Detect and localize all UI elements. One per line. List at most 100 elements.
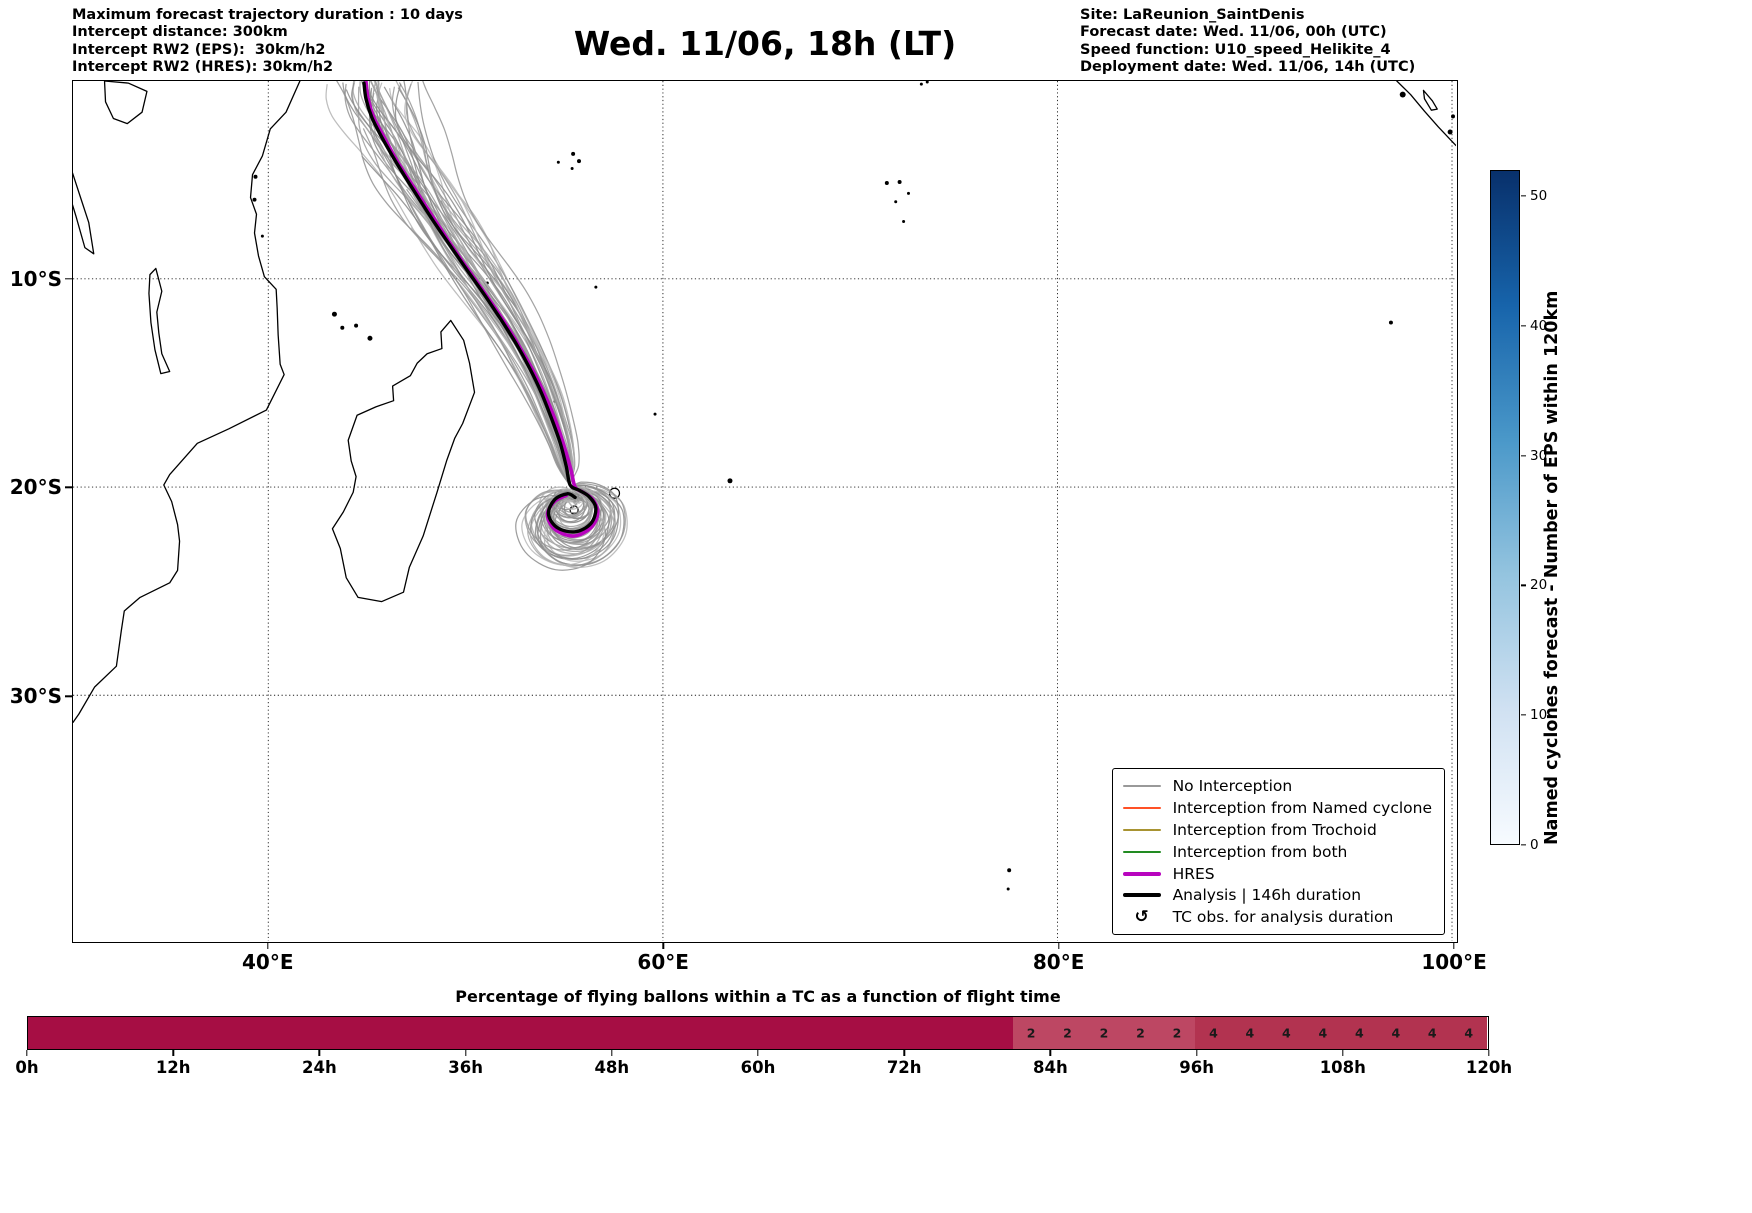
tick-mark xyxy=(1195,1050,1198,1056)
map-frame: No Interception Interception from Named c… xyxy=(72,80,1458,943)
timeline-tick-label: 36h xyxy=(448,1058,483,1077)
tick-mark xyxy=(903,1050,905,1056)
legend-item: ↺ TC obs. for analysis duration xyxy=(1123,906,1432,928)
tc-obs-icon: ↺ xyxy=(1134,906,1149,927)
tick-mark xyxy=(1342,1050,1344,1056)
header-line: Maximum forecast trajectory duration : 1… xyxy=(72,7,463,23)
tick-mark xyxy=(1049,1050,1052,1056)
timeline-tick-label: 0h xyxy=(15,1058,39,1077)
timeline-cell-value: 4 xyxy=(1464,1025,1474,1041)
lon-tick-label: 40°E xyxy=(241,950,294,974)
tick-mark xyxy=(611,1050,613,1056)
site-info-block: Site: LaReunion_SaintDenis Forecast date:… xyxy=(1080,7,1415,77)
timeline-cell-value: 4 xyxy=(1318,1025,1328,1041)
colorbar-tick-label: 30 xyxy=(1530,447,1548,464)
timeline-cell-value: 4 xyxy=(1209,1025,1218,1041)
timeline-tick-label: 48h xyxy=(594,1058,630,1077)
timeline-tick-label: 84h xyxy=(1033,1058,1068,1077)
header-line: Intercept RW2 (HRES): 30km/h2 xyxy=(72,59,334,76)
timeline-tick-label: 108h xyxy=(1319,1058,1366,1077)
header-line: Site: LaReunion_SaintDenis xyxy=(1080,7,1305,23)
timeline-segment xyxy=(1195,1017,1488,1049)
lat-tick-label: 30°S xyxy=(9,684,62,709)
tick-mark xyxy=(318,1050,321,1056)
legend-item: HRES xyxy=(1122,863,1432,885)
header-line: Intercept distance: 300km xyxy=(72,24,288,41)
timeline-cell-value: 2 xyxy=(1099,1025,1109,1041)
timeline-cell-value: 2 xyxy=(1136,1025,1145,1041)
tick-mark xyxy=(1453,943,1455,949)
legend-item: Analysis | 146h duration xyxy=(1122,884,1432,906)
tick-mark xyxy=(1521,454,1526,457)
colorbar-tick-label: 50 xyxy=(1530,187,1548,204)
tick-mark xyxy=(1488,1050,1490,1056)
legend-item: No Interception xyxy=(1122,775,1432,797)
tick-mark xyxy=(1057,943,1060,949)
lat-tick-label: 20°S xyxy=(9,475,62,500)
map-canvas xyxy=(73,81,1456,941)
legend-line-sample xyxy=(1122,871,1161,876)
legend-line-sample xyxy=(1122,785,1161,788)
timeline-tick-label: 12h xyxy=(155,1058,191,1077)
gridlines xyxy=(73,81,1456,941)
legend-line-sample xyxy=(1122,829,1161,831)
legend-line-sample xyxy=(1122,893,1161,898)
colorbar-tick-label: 10 xyxy=(1530,707,1548,724)
timeline-cell-value: 4 xyxy=(1427,1025,1437,1041)
legend-label: Interception from Trochoid xyxy=(1172,820,1377,839)
lon-tick-label: 80°E xyxy=(1032,950,1085,974)
tick-mark xyxy=(757,1050,759,1056)
timeline-tick-label: 60h xyxy=(740,1058,776,1077)
legend: No Interception Interception from Named c… xyxy=(1111,768,1445,935)
legend-label: HRES xyxy=(1172,864,1215,883)
header-line: Deployment date: Wed. 11/06, 14h (UTC) xyxy=(1080,59,1416,76)
timeline-bar: 2 2 2 2 2 4 4 4 4 4 4 4 4 xyxy=(27,1016,1489,1050)
tick-mark xyxy=(464,1050,467,1056)
legend-label: No Interception xyxy=(1172,777,1293,796)
lon-tick-label: 60°E xyxy=(637,950,689,974)
tick-mark xyxy=(1521,195,1526,197)
tick-mark xyxy=(65,695,72,698)
tick-mark xyxy=(662,943,664,949)
tick-mark xyxy=(1521,325,1526,327)
colorbar xyxy=(1490,170,1520,845)
ensemble-tracks xyxy=(325,81,628,571)
timeline-cell-value: 2 xyxy=(1026,1025,1036,1041)
legend-label: Analysis | 146h duration xyxy=(1172,886,1362,905)
tick-mark xyxy=(172,1050,174,1056)
legend-line-sample xyxy=(1122,807,1161,810)
tick-mark xyxy=(65,277,72,280)
legend-line-sample xyxy=(1122,850,1161,853)
timeline-cell-value: 4 xyxy=(1391,1025,1401,1041)
timeline-cell-value: 4 xyxy=(1245,1025,1255,1041)
forecast-config-block: Maximum forecast trajectory duration : 1… xyxy=(72,7,463,77)
legend-item: Interception from Trochoid xyxy=(1122,819,1432,841)
tick-mark xyxy=(1521,584,1526,587)
colorbar-label: Named cyclones forecast - Number of EPS … xyxy=(1542,290,1562,845)
timeline-tick-label: 96h xyxy=(1179,1058,1214,1077)
tick-mark xyxy=(1521,714,1526,716)
timeline-tick-label: 72h xyxy=(886,1058,922,1077)
timeline-cell-value: 4 xyxy=(1282,1025,1291,1041)
header-line: Forecast date: Wed. 11/06, 00h (UTC) xyxy=(1080,24,1387,41)
timeline-title: Percentage of flying ballons within a TC… xyxy=(455,987,1061,1006)
tick-mark xyxy=(65,486,72,489)
legend-item: Interception from both xyxy=(1122,841,1432,863)
timeline-segment xyxy=(28,1017,1014,1049)
timeline-segment xyxy=(1012,1017,1196,1049)
lon-tick-label: 100°E xyxy=(1421,950,1487,974)
tick-mark xyxy=(1521,844,1526,846)
tick-mark xyxy=(26,1050,28,1056)
colorbar-tick-label: 0 xyxy=(1530,837,1539,853)
coastlines xyxy=(73,81,1456,891)
header-line: Intercept RW2 (EPS): 30km/h2 xyxy=(72,41,326,58)
legend-label: Interception from Named cyclone xyxy=(1172,799,1432,818)
lat-tick-label: 10°S xyxy=(9,266,62,291)
timeline-tick-label: 120h xyxy=(1465,1058,1513,1077)
figure-title: Wed. 11/06, 18h (LT) xyxy=(573,24,957,63)
timeline-tick-label: 24h xyxy=(302,1058,337,1077)
tick-mark xyxy=(267,943,269,949)
legend-label: Interception from both xyxy=(1172,842,1348,861)
legend-item: Interception from Named cyclone xyxy=(1122,797,1432,819)
